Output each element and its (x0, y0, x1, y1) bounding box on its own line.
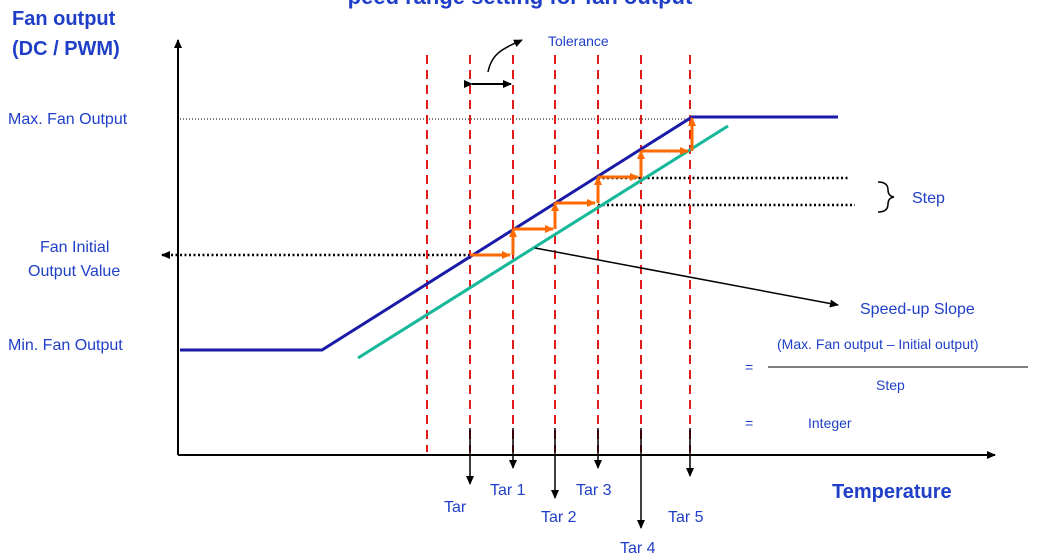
x-axis-title: Temperature (832, 481, 952, 503)
target-label-3: Tar 3 (576, 482, 612, 499)
initial-output-label-line2: Output Value (28, 263, 120, 280)
formula-equals-2: = (745, 415, 753, 431)
max-output-label: Max. Fan Output (8, 111, 128, 128)
target-label-5: Tar 5 (668, 509, 704, 526)
fan-output-curve (180, 115, 838, 352)
tolerance-label: Tolerance (548, 33, 609, 49)
offset-slope-line (357, 124, 729, 360)
step-label: Step (912, 190, 945, 207)
min-output-label: Min. Fan Output (8, 337, 123, 354)
slope-title: Speed-up Slope (860, 301, 975, 318)
target-label-1: Tar 1 (490, 482, 526, 499)
target-lines (426, 55, 691, 452)
target-label-2: Tar 2 (541, 509, 577, 526)
target-label-4: Tar 4 (620, 540, 656, 557)
y-axis-title-line1: Fan output (12, 8, 116, 30)
formula-denominator: Step (876, 377, 905, 393)
step-bracket (877, 181, 895, 213)
diagram-title: peed range setting for fan output (348, 0, 693, 9)
formula-equals-1: = (745, 359, 753, 375)
slope-pointer-line (534, 247, 839, 308)
formula-numerator: (Max. Fan output – Initial output) (777, 336, 979, 352)
y-axis-title-line2: (DC / PWM) (12, 38, 120, 60)
tolerance-pointer-curve (487, 39, 523, 73)
target-label-0: Tar (444, 499, 467, 516)
formula-integer: Integer (808, 415, 852, 431)
target-markers: Tar Tar 1 Tar 2 Tar 3 Tar 4 Tar 5 (444, 428, 704, 557)
step-arrows (470, 117, 696, 259)
initial-output-label-line1: Fan Initial (40, 239, 109, 256)
axes (174, 39, 996, 459)
